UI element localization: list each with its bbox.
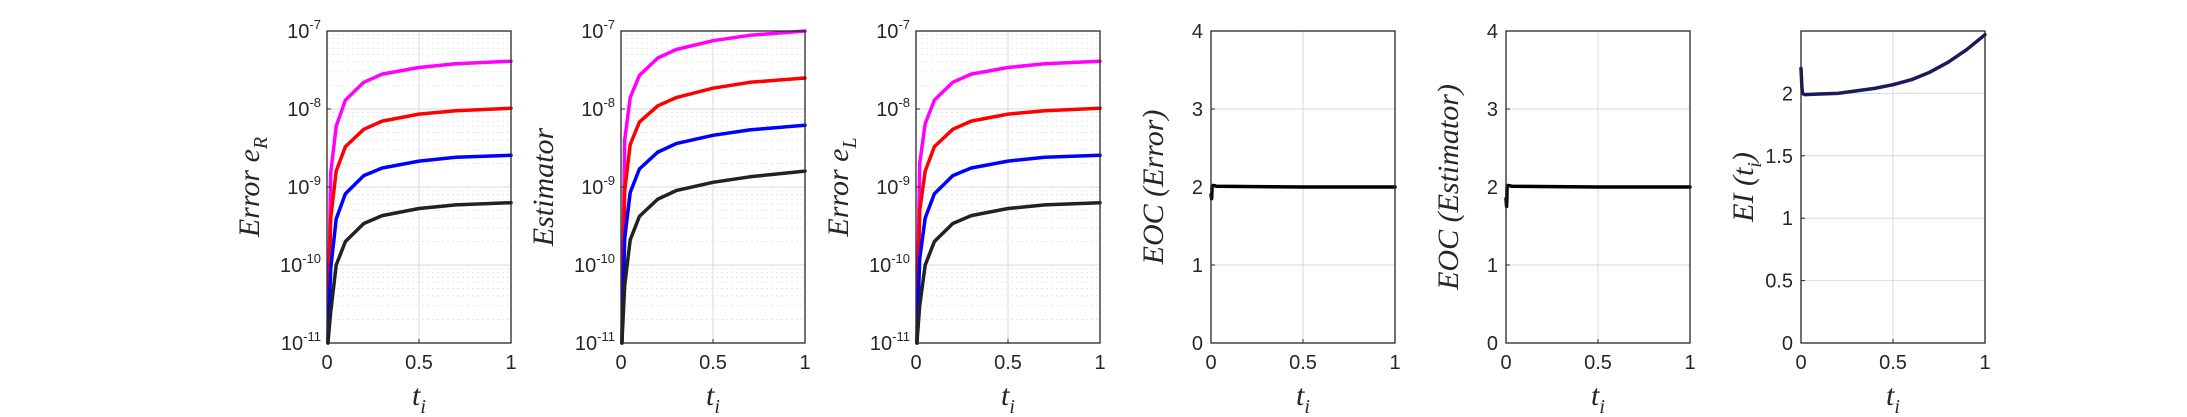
- y-axis-label: Error eR: [233, 137, 272, 238]
- y-axis-label: EOC (Error): [1137, 110, 1170, 266]
- chart-panel-2: 0 0.5 1 10-11 10-10 10-9 10-8 10-7 ti Estimator: [527, 17, 811, 417]
- chart-panel-6: 0 0.5 1 0 0.5 1 1.5 2 ti EI (ti): [1727, 30, 1991, 417]
- chart-panel-5: 0 0.5 1 0 1 2 3 4 ti EOC (Estimator): [1432, 21, 1696, 417]
- y-axis-label: Estimator: [527, 128, 560, 248]
- y-tick-label: 0: [1192, 333, 1203, 355]
- chart-panel-1: 0 0.5 1 10-11 10-10 10-9 10-8 10-7 ti Error eR: [233, 17, 517, 417]
- x-tick-label: 1: [1979, 352, 1990, 374]
- series-line-4: [326, 200, 513, 345]
- x-tick-label: 0.5: [1584, 352, 1612, 374]
- x-tick-label: 0.5: [699, 352, 727, 374]
- x-axis-label: ti: [1001, 379, 1015, 417]
- x-tick-label: 0: [1205, 352, 1216, 374]
- y-tick-label: 0: [1782, 333, 1793, 355]
- series-line-3: [326, 153, 513, 345]
- series-line-1: [915, 59, 1102, 345]
- x-tick-label: 0: [1795, 352, 1806, 374]
- x-axis-label: ti: [1296, 379, 1310, 417]
- x-tick-label: 1: [799, 352, 810, 374]
- y-tick-label: 1: [1782, 208, 1793, 230]
- y-tick-label: 10-8: [581, 95, 615, 121]
- x-tick-label: 1: [1094, 352, 1105, 374]
- y-tick-label: 10-8: [287, 95, 321, 121]
- y-tick-label: 10-9: [287, 173, 321, 199]
- x-tick-label: 1: [1389, 352, 1400, 374]
- series-line-3: [915, 153, 1102, 345]
- y-tick-label: 2: [1192, 177, 1203, 199]
- x-tick-label: 0: [1500, 352, 1511, 374]
- series-line-1: [620, 29, 807, 345]
- y-tick-label: 10-10: [280, 251, 321, 277]
- x-tick-label: 0.5: [994, 352, 1022, 374]
- series-line-1: [326, 59, 513, 345]
- y-tick-label: 10-11: [575, 329, 615, 355]
- series-line-2: [915, 106, 1102, 345]
- y-tick-label: 10-7: [581, 17, 615, 43]
- series-line-4: [915, 200, 1102, 345]
- x-tick-label: 0: [910, 352, 921, 374]
- y-tick-label: 4: [1487, 21, 1498, 43]
- y-tick-label: 0.5: [1765, 271, 1793, 293]
- y-axis-label: Error eL: [822, 137, 861, 237]
- y-tick-label: 10-8: [876, 95, 910, 121]
- x-tick-label: 0.5: [1289, 352, 1317, 374]
- y-axis-label: EOC (Estimator): [1432, 84, 1465, 291]
- x-tick-label: 0.5: [1879, 352, 1907, 374]
- y-tick-label: 1: [1487, 255, 1498, 277]
- y-tick-label: 10-9: [581, 173, 615, 199]
- y-tick-label: 10-11: [281, 329, 321, 355]
- y-tick-label: 10-9: [876, 173, 910, 199]
- x-tick-label: 1: [505, 352, 516, 374]
- series-line-2: [620, 76, 807, 345]
- y-tick-label: 10-10: [869, 251, 910, 277]
- x-axis-label: ti: [412, 379, 426, 417]
- x-axis-label: ti: [706, 379, 720, 417]
- x-axis-label: ti: [1886, 379, 1900, 417]
- y-tick-label: 10-7: [287, 17, 321, 43]
- x-axis-label: ti: [1591, 379, 1605, 417]
- x-tick-label: 0: [321, 352, 332, 374]
- y-tick-label: 10-11: [870, 329, 910, 355]
- y-tick-label: 3: [1487, 99, 1498, 121]
- chart-panel-3: 0 0.5 1 10-11 10-10 10-9 10-8 10-7 ti Error eL: [822, 17, 1106, 417]
- y-tick-label: 3: [1192, 99, 1203, 121]
- y-tick-label: 10-7: [876, 17, 910, 43]
- chart-panel-4: 0 0.5 1 0 1 2 3 4 ti EOC (Error): [1137, 21, 1401, 417]
- x-tick-label: 1: [1684, 352, 1695, 374]
- x-tick-label: 0.5: [405, 352, 433, 374]
- series-line-3: [620, 123, 807, 345]
- y-tick-label: 0: [1487, 333, 1498, 355]
- y-tick-label: 1.5: [1765, 146, 1793, 168]
- y-axis-label: EI (ti): [1727, 152, 1766, 223]
- y-tick-label: 4: [1192, 21, 1203, 43]
- y-tick-label: 10-10: [574, 251, 615, 277]
- series-line-4: [620, 169, 807, 345]
- series-line-2: [326, 106, 513, 345]
- y-tick-label: 2: [1487, 177, 1498, 199]
- x-tick-label: 0: [615, 352, 626, 374]
- y-tick-label: 1: [1192, 255, 1203, 277]
- y-tick-label: 2: [1782, 83, 1793, 105]
